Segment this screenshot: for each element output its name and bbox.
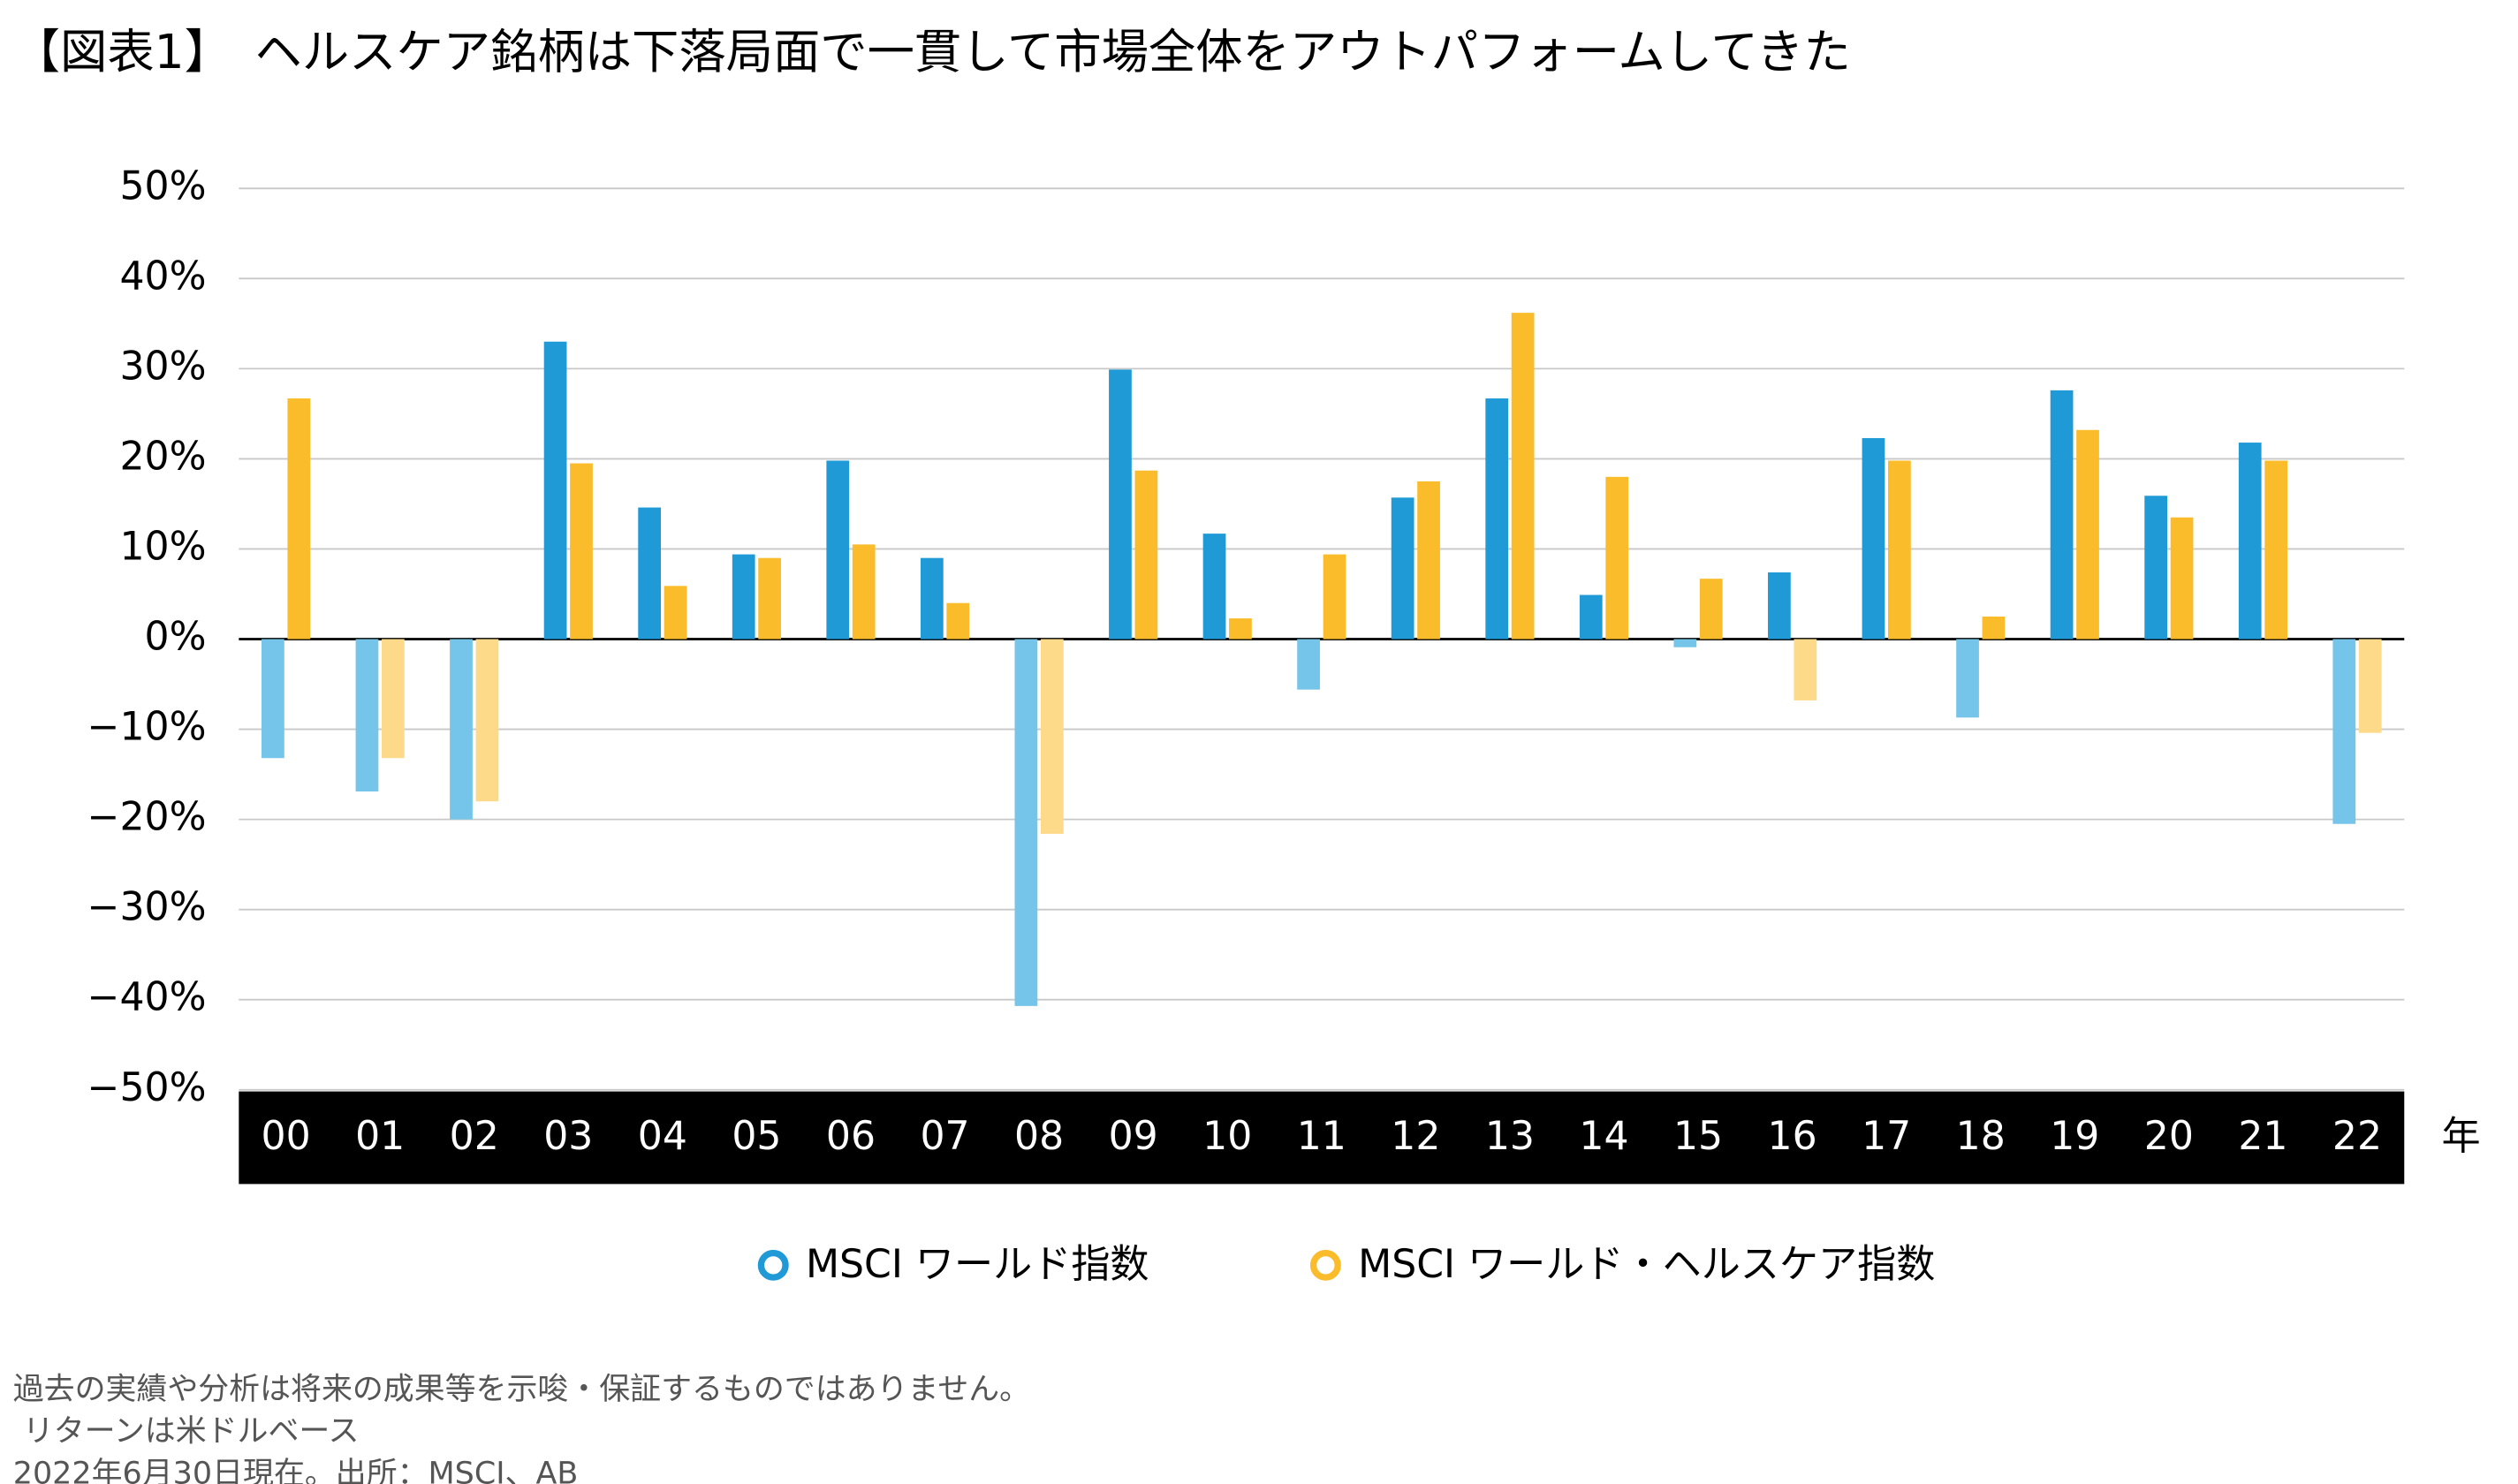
bar	[1673, 639, 1697, 647]
x-tick-label: 09	[1109, 1114, 1158, 1159]
y-tick-label: −20%	[87, 795, 207, 840]
bar	[1202, 534, 1226, 640]
bar	[1109, 369, 1132, 640]
x-tick-label: 12	[1391, 1114, 1440, 1159]
bar	[852, 544, 876, 640]
x-tick-label: 18	[1956, 1114, 2006, 1159]
bar	[475, 639, 499, 802]
bar	[2144, 496, 2168, 640]
bar	[1888, 460, 1911, 640]
footnote: 2022年6月30日現在。出所：MSCI、AB	[13, 1457, 579, 1484]
x-tick-label: 21	[2238, 1114, 2287, 1159]
bar	[1297, 639, 1320, 690]
bar	[1229, 618, 1252, 640]
bar	[570, 463, 593, 640]
bar	[1579, 594, 1603, 640]
x-tick-label: 05	[732, 1114, 781, 1159]
bar	[450, 639, 473, 820]
x-unit-label: 年	[2442, 1114, 2481, 1159]
chart-title: 【図表1】 ヘルスケア銘柄は下落局面で一貫して市場全体をアウトパフォームしてきた	[13, 25, 1851, 80]
bar	[758, 557, 781, 640]
bar	[1605, 476, 1629, 640]
bar	[1862, 437, 1885, 640]
footnote: 過去の実績や分析は将来の成果等を示唆・保証するものではありません。	[13, 1372, 1030, 1407]
x-tick-label: 03	[543, 1114, 593, 1159]
x-tick-label: 06	[826, 1114, 876, 1159]
y-tick-label: −10%	[87, 705, 207, 750]
bar	[826, 460, 850, 640]
legend-label: MSCI ワールド・ヘルスケア指数	[1358, 1242, 1935, 1287]
bar	[1040, 639, 1064, 834]
x-tick-label: 20	[2144, 1114, 2194, 1159]
x-tick-label: 07	[920, 1114, 969, 1159]
x-tick-label: 16	[1768, 1114, 1817, 1159]
y-tick-label: −30%	[87, 885, 207, 930]
bar	[2332, 639, 2356, 824]
bar	[1982, 617, 2006, 640]
bar	[1511, 313, 1535, 640]
bar	[732, 554, 755, 640]
bar	[2264, 460, 2288, 640]
bar	[1956, 639, 1979, 718]
bar	[2076, 429, 2099, 640]
bar	[287, 398, 311, 640]
bar	[543, 341, 567, 640]
bar	[1391, 497, 1414, 640]
bar	[2170, 517, 2194, 640]
bar	[1417, 481, 1440, 640]
bar	[1485, 398, 1509, 640]
bar	[1323, 554, 1346, 640]
bar	[2358, 639, 2382, 733]
footnote: リターンは米ドルベース	[13, 1414, 360, 1450]
x-tick-label: 08	[1014, 1114, 1064, 1159]
y-tick-label: −50%	[87, 1065, 207, 1110]
bar	[1768, 572, 1791, 640]
y-tick-label: 30%	[119, 344, 206, 389]
bar	[946, 602, 970, 640]
x-tick-label: 17	[1862, 1114, 1911, 1159]
bar	[1794, 639, 1817, 700]
y-tick-label: 50%	[119, 163, 206, 208]
x-tick-label: 10	[1202, 1114, 1252, 1159]
legend-marker	[757, 1249, 789, 1281]
bar	[1699, 579, 1723, 640]
x-tick-label: 11	[1297, 1114, 1346, 1159]
x-tick-label: 02	[450, 1114, 499, 1159]
x-tick-label: 00	[262, 1114, 311, 1159]
bar	[1134, 470, 1158, 640]
bar	[920, 557, 944, 640]
x-tick-label: 22	[2332, 1114, 2382, 1159]
bar	[1014, 639, 1038, 1006]
bar	[355, 639, 379, 791]
x-tick-label: 19	[2050, 1114, 2099, 1159]
category-band	[239, 1091, 2405, 1185]
x-tick-label: 04	[638, 1114, 687, 1159]
legend-label: MSCI ワールド指数	[806, 1242, 1149, 1287]
bar	[2238, 443, 2262, 640]
bar	[262, 639, 284, 759]
y-tick-label: 0%	[145, 615, 207, 660]
bar	[381, 639, 405, 759]
y-tick-label: −40%	[87, 975, 207, 1020]
legend-marker	[1309, 1249, 1341, 1281]
bar	[664, 586, 687, 640]
x-tick-label: 15	[1673, 1114, 1723, 1159]
y-tick-label: 40%	[119, 254, 206, 299]
y-tick-label: 10%	[119, 524, 206, 569]
bar	[2050, 390, 2074, 640]
x-tick-label: 01	[355, 1114, 405, 1159]
x-tick-label: 13	[1485, 1114, 1535, 1159]
x-tick-label: 14	[1579, 1114, 1628, 1159]
bar	[638, 507, 662, 640]
y-tick-label: 20%	[119, 434, 206, 479]
